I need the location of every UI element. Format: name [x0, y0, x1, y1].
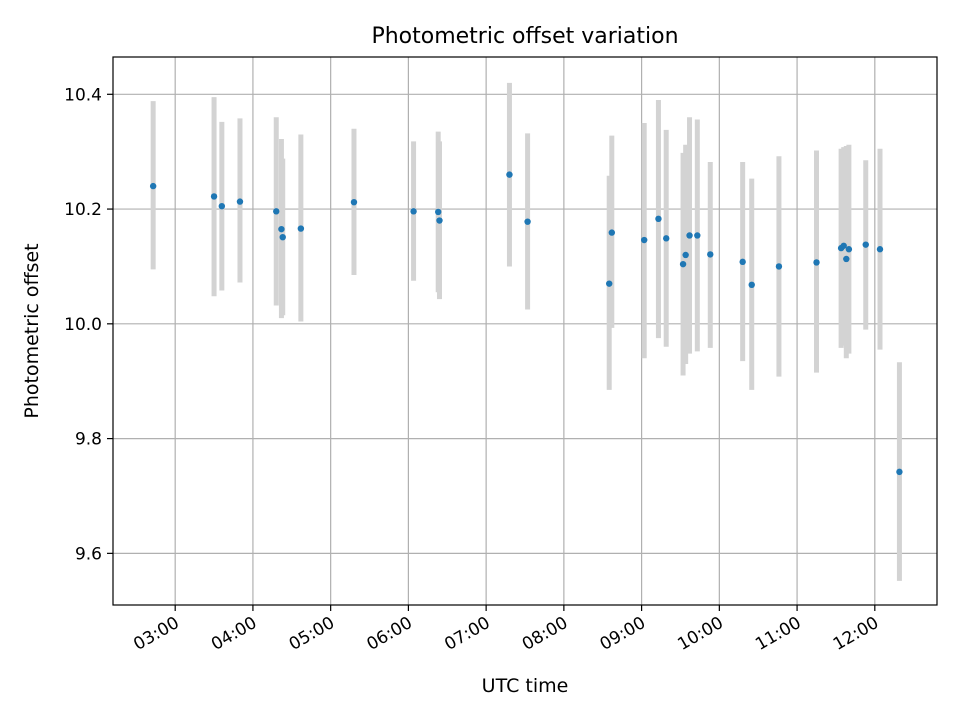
data-point	[506, 171, 513, 178]
y-axis-ticks: 9.6 9.8 10.0 10.2 10.4	[64, 85, 113, 564]
data-point	[876, 246, 884, 253]
data-point	[524, 218, 531, 225]
data-point	[896, 468, 903, 476]
data-point	[149, 182, 157, 190]
y-tick-label: 9.8	[75, 430, 102, 450]
data-point	[707, 251, 714, 258]
data-point	[640, 236, 648, 244]
data-point	[210, 193, 218, 200]
y-tick-label: 9.6	[75, 544, 102, 564]
data-point	[279, 233, 286, 241]
y-tick-label: 10.2	[64, 200, 102, 220]
data-point	[694, 232, 701, 239]
data-point	[606, 280, 613, 287]
data-point	[436, 217, 443, 224]
data-point	[775, 263, 783, 270]
x-axis-label: UTC time	[482, 675, 569, 697]
data-point	[843, 255, 850, 263]
data-point	[748, 281, 755, 289]
data-point	[273, 208, 280, 215]
y-tick-label: 10.0	[64, 315, 102, 335]
grid-lines	[113, 57, 937, 605]
y-axis-label: Photometric offset	[21, 243, 43, 418]
data-points	[149, 171, 903, 476]
data-point	[655, 215, 662, 223]
data-point	[862, 241, 869, 248]
data-point	[350, 198, 358, 206]
data-point	[297, 225, 305, 232]
data-point	[682, 251, 689, 259]
data-point	[663, 235, 670, 242]
data-point	[679, 260, 687, 268]
chart-title: Photometric offset variation	[371, 24, 678, 49]
data-point	[410, 208, 417, 215]
data-point	[739, 258, 746, 266]
data-point	[686, 232, 693, 239]
data-point	[608, 229, 616, 236]
data-point	[278, 225, 285, 233]
data-point	[218, 202, 226, 210]
data-point	[813, 259, 820, 266]
y-tick-label: 10.4	[64, 85, 102, 105]
data-point	[236, 198, 244, 205]
data-point	[845, 246, 853, 253]
data-point	[434, 208, 442, 216]
plot-area-frame	[112, 56, 938, 606]
data-point	[840, 242, 847, 249]
